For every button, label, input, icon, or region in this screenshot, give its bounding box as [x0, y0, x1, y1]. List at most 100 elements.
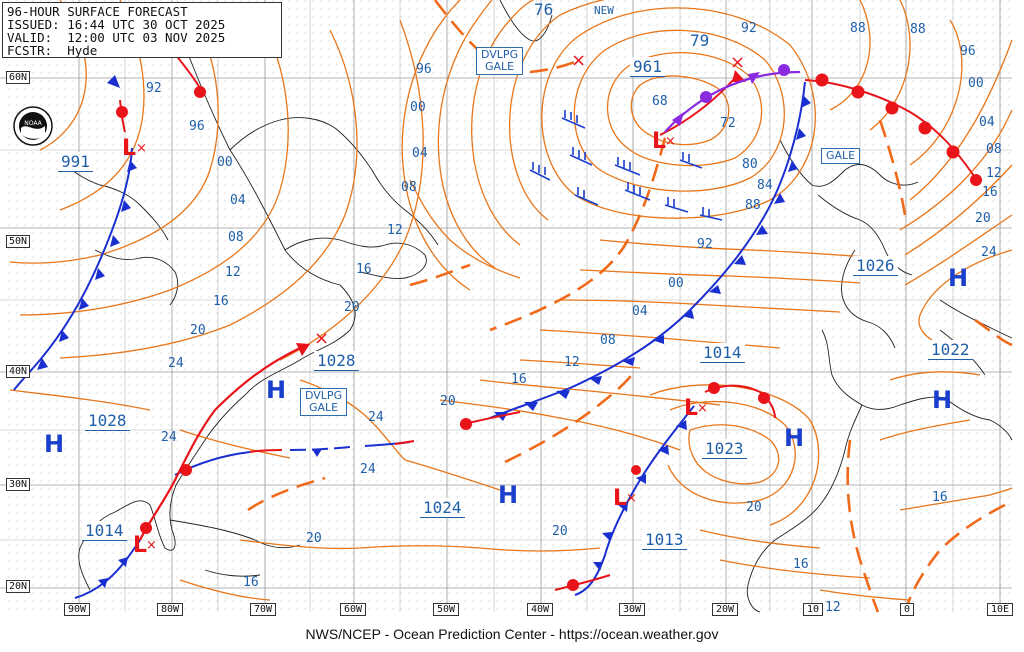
- high-center-h: H: [266, 376, 287, 404]
- isobar-label: 16: [982, 185, 998, 200]
- high-pressure-value: 1028: [85, 411, 130, 431]
- occluded-front: [664, 64, 801, 133]
- footer-credit: NWS/NCEP - Ocean Prediction Center - htt…: [305, 626, 719, 642]
- noaa-logo-text: NOAA: [24, 120, 42, 127]
- high-pressure-value: 1023: [702, 439, 747, 459]
- forecast-info-box: 96-HOUR SURFACE FORECAST ISSUED: 16:44 U…: [2, 2, 282, 58]
- isobar-label: 08: [986, 142, 1002, 157]
- isobar-label: 68: [652, 94, 668, 109]
- isobar-label: 24: [168, 356, 184, 371]
- isobar-label: 08: [600, 333, 616, 348]
- high-center-h: H: [498, 481, 519, 509]
- isobar-label: 04: [979, 115, 995, 130]
- isobar-label: 16: [213, 294, 229, 309]
- low-pressure-value: 961: [630, 57, 665, 77]
- warning-line-1: DVLPG: [305, 389, 343, 402]
- isobar-label: 24: [368, 410, 384, 425]
- svg-text:×: ×: [146, 538, 157, 553]
- lon-label-40w: 40W: [527, 603, 554, 616]
- svg-text:×: ×: [314, 328, 329, 349]
- isobar-label: 00: [668, 276, 684, 291]
- high-center-h: H: [948, 264, 969, 292]
- warning-box-gale: GALE: [821, 148, 861, 164]
- isobar-label: 20: [344, 300, 360, 315]
- noaa-logo-icon: NOAA: [13, 106, 53, 146]
- high-pressure-value: 1028: [314, 351, 359, 371]
- low-pressure-value: 1013: [642, 530, 687, 550]
- lat-label-40n: 40N: [6, 365, 31, 378]
- lon-label-90w: 90W: [64, 603, 91, 616]
- svg-text:L: L: [613, 486, 627, 511]
- svg-text:L: L: [122, 136, 136, 161]
- isobar-label: 12: [986, 166, 1002, 181]
- isobar-label: 20: [190, 323, 206, 338]
- isobar-label: 24: [161, 430, 177, 445]
- isobar-label: 20: [440, 394, 456, 409]
- troughs: [247, 0, 1013, 613]
- lon-label-10e: 10E: [987, 603, 1014, 616]
- isobar-label: 16: [932, 490, 948, 505]
- low-pressure-value: 1014: [700, 343, 745, 363]
- isobar-label: 24: [360, 462, 376, 477]
- lat-label-50n: 50N: [6, 235, 31, 248]
- high-center-h: H: [44, 430, 65, 458]
- isobar-label: 00: [968, 76, 984, 91]
- lon-label-20w: 20W: [712, 603, 739, 616]
- low-pressure-value: 991: [58, 152, 93, 172]
- stipple-background: [8, 0, 1012, 612]
- svg-text:×: ×: [730, 52, 745, 73]
- isobar-label: 88: [745, 198, 761, 213]
- graticule: [0, 0, 1012, 612]
- isobar-label: 72: [720, 116, 736, 131]
- isobar-label: 04: [632, 304, 648, 319]
- isobar-label: 08: [228, 230, 244, 245]
- coastlines: [59, 0, 1013, 613]
- low-markers: L × L × L × L × L × × × ×: [122, 50, 745, 558]
- warning-line-2: GALE: [308, 401, 339, 414]
- forecaster: FCSTR: Hyde: [7, 43, 98, 58]
- valid-time: VALID: 12:00 UTC 03 NOV 2025: [7, 30, 226, 45]
- isobar-label: 24: [981, 245, 997, 260]
- lon-label-80w: 80W: [157, 603, 184, 616]
- lon-label-0: 0: [900, 603, 915, 616]
- isobar-label: 12: [225, 265, 241, 280]
- isobar-label: 76: [534, 0, 554, 19]
- warning-box-dvlpg-gale: DVLPG GALE: [300, 388, 348, 416]
- isobar-label: 88: [850, 21, 866, 36]
- isobar-label: 04: [230, 193, 246, 208]
- svg-text:×: ×: [626, 491, 637, 506]
- warm-fronts: [116, 47, 982, 591]
- svg-text:L: L: [652, 129, 666, 154]
- svg-text:×: ×: [697, 401, 708, 416]
- isobar-label: 16: [356, 262, 372, 277]
- isobar-label: 16: [793, 557, 809, 572]
- lat-label-30n: 30N: [6, 478, 31, 491]
- lat-label-20n: 20N: [6, 580, 31, 593]
- isobar-label: 92: [741, 21, 757, 36]
- forecast-title: 96-HOUR SURFACE FORECAST: [7, 4, 188, 19]
- isobar-label: 20: [746, 500, 762, 515]
- wind-barbs: [529, 110, 723, 221]
- lon-label-60w: 60W: [340, 603, 367, 616]
- isobar-label: 12: [564, 355, 580, 370]
- warning-line-1: DVLPG: [481, 48, 519, 61]
- isobar-label: 12: [387, 223, 403, 238]
- issued-time: ISSUED: 16:44 UTC 30 OCT 2025: [7, 17, 226, 32]
- isobar-label: 80: [742, 157, 758, 172]
- isobar-label: 12: [825, 600, 841, 615]
- isobar-label: 96: [416, 62, 432, 77]
- warning-line-1: GALE: [826, 149, 856, 162]
- isobar-label: 84: [757, 178, 773, 193]
- isobar-label: 96: [960, 44, 976, 59]
- warning-box-dvlpg-gale: DVLPG GALE: [476, 47, 524, 75]
- lon-label-70w: 70W: [250, 603, 277, 616]
- svg-text:×: ×: [136, 141, 147, 156]
- isobar-label: 16: [243, 575, 259, 590]
- isobar-label: 92: [697, 237, 713, 252]
- svg-text:×: ×: [571, 50, 586, 71]
- low-pressure-value: 1014: [82, 521, 127, 541]
- lon-label-30w: 30W: [619, 603, 646, 616]
- isobar-label: 08: [401, 180, 417, 195]
- isobar-label: 88: [910, 22, 926, 37]
